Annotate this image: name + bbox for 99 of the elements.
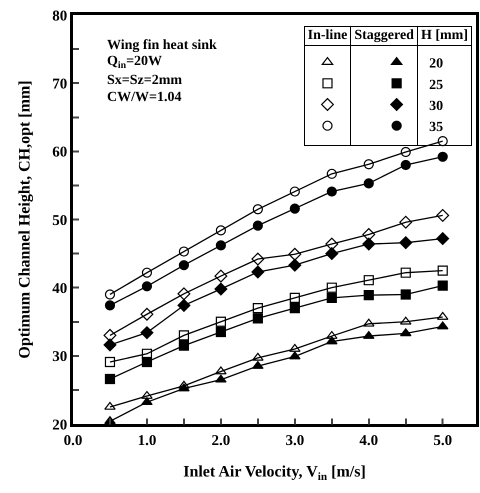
legend-label: 35 (429, 120, 444, 136)
point (326, 336, 338, 344)
x-axis-title: Inlet Air Velocity, V$_{in}$ [m/s] (183, 463, 366, 483)
legend-title: H [mm] (417, 26, 472, 46)
point (104, 328, 116, 342)
y-tick-label: 20 (52, 417, 68, 434)
point (141, 397, 153, 406)
y-tick-label: 40 (52, 280, 68, 297)
point (216, 240, 226, 250)
point (177, 287, 190, 300)
x-tick-label: 5.0 (433, 432, 452, 449)
point (364, 275, 374, 286)
point (288, 258, 302, 272)
point (289, 344, 301, 352)
point (362, 228, 376, 241)
point (142, 356, 152, 368)
point (178, 246, 190, 257)
point (438, 266, 448, 276)
point (326, 330, 338, 339)
y-tick-label: 80 (52, 8, 68, 24)
point (104, 289, 116, 300)
point (288, 248, 302, 261)
point (362, 238, 376, 250)
point (252, 313, 263, 324)
y-tick-label: 50 (52, 212, 68, 229)
point (326, 186, 337, 197)
annotation: In-line (304, 26, 351, 46)
point (325, 238, 338, 250)
point (252, 352, 264, 361)
point (178, 380, 190, 389)
point (215, 374, 227, 383)
annotation: Wing fin heat sink (107, 38, 218, 53)
point (326, 282, 337, 293)
point (289, 351, 301, 360)
point (438, 280, 448, 291)
x-tick-label: 1.0 (138, 432, 156, 449)
point (290, 203, 300, 214)
legend-label: 25 (429, 78, 444, 93)
point (436, 208, 450, 222)
point (290, 292, 300, 303)
point (216, 316, 226, 327)
y-axis-title: Optimum Channel Height, CH,opt [mm] (16, 80, 34, 359)
point (400, 289, 411, 300)
point (178, 330, 190, 340)
y-tick-label: 70 (52, 76, 68, 92)
point (142, 348, 152, 359)
point (104, 338, 116, 352)
y-tick-label: 60 (52, 144, 68, 161)
point (216, 326, 226, 338)
point (178, 340, 190, 351)
point (400, 160, 411, 170)
point (400, 146, 411, 158)
point (364, 159, 374, 170)
point (438, 136, 448, 146)
point (216, 225, 226, 236)
point (214, 270, 228, 283)
point (141, 390, 153, 399)
point (251, 252, 264, 266)
x-tick-label: 2.0 (212, 432, 230, 449)
point (104, 374, 116, 384)
y-tick-label: 30 (52, 349, 68, 366)
point (290, 186, 300, 197)
annotation: Sx=Sz=2mm (107, 73, 182, 88)
point (251, 266, 264, 278)
point (252, 220, 263, 231)
annotation: Staggered (350, 26, 418, 46)
point (290, 303, 300, 314)
point (399, 216, 412, 229)
point (436, 232, 450, 246)
annotation: Q$_{in}$=20W (107, 54, 162, 71)
x-tick-label: 0.0 (64, 432, 82, 449)
point (252, 204, 263, 214)
point (104, 356, 116, 368)
point (325, 247, 338, 260)
point (252, 360, 264, 369)
legend-label: 30 (429, 98, 444, 114)
point (326, 168, 337, 179)
x-tick-label: 4.0 (359, 432, 378, 449)
point (142, 281, 152, 292)
point (399, 236, 412, 250)
legend-label: 20 (429, 56, 444, 72)
point (140, 308, 154, 321)
point (364, 290, 374, 300)
point (140, 326, 154, 340)
point (252, 303, 263, 314)
point (178, 383, 190, 392)
point (178, 260, 190, 270)
point (142, 268, 152, 278)
point (326, 292, 337, 303)
point (364, 178, 374, 188)
point (177, 298, 190, 312)
point (104, 402, 116, 410)
point (214, 282, 228, 296)
annotation: CW/W=1.04 (107, 90, 182, 105)
point (104, 300, 116, 310)
point (438, 152, 448, 162)
x-tick-label: 3.0 (285, 432, 304, 449)
point (215, 366, 227, 374)
point (400, 268, 411, 278)
